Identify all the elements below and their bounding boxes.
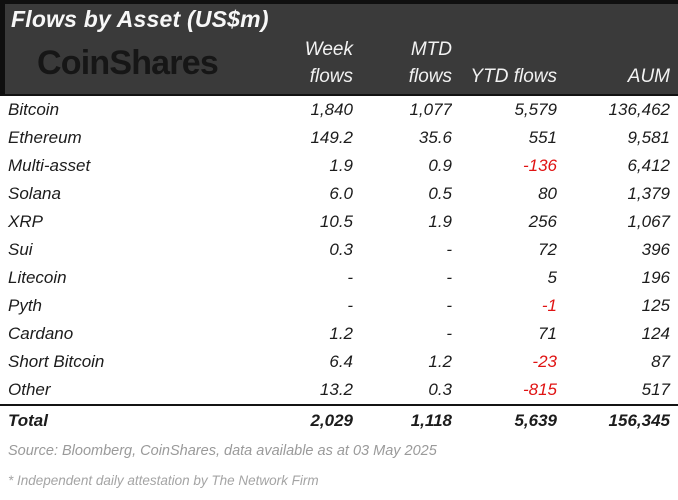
mtd-cell: 1.9 xyxy=(428,212,452,231)
week-cell: 6.4 xyxy=(329,352,353,371)
ytd-cell: 80 xyxy=(538,184,557,203)
column-header-line: Week xyxy=(304,39,353,60)
ytd-cell: 256 xyxy=(528,212,557,231)
ytd-cell: 5,579 xyxy=(514,100,557,119)
asset-cell: Sui xyxy=(8,240,33,259)
aum-cell: 1,067 xyxy=(627,212,670,231)
aum-cell: 156,345 xyxy=(557,404,678,436)
asset-cell: Ethereum xyxy=(8,128,82,147)
column-header-week-flows: Week flows xyxy=(213,36,353,90)
week-cell: 0.3 xyxy=(329,240,353,259)
ytd-cell: 5,639 xyxy=(452,404,557,436)
aum-cell: 9,581 xyxy=(627,128,670,147)
table-row: Pyth - - -1 125 xyxy=(0,292,678,320)
page-title: Flows by Asset (US$m) xyxy=(11,6,269,32)
mtd-cell: - xyxy=(446,240,452,259)
table-header: Flows by Asset (US$m) CoinShares Week fl… xyxy=(0,0,678,96)
week-cell: 13.2 xyxy=(319,380,353,399)
asset-cell: Solana xyxy=(8,184,61,203)
aum-cell: 124 xyxy=(641,324,670,343)
ytd-cell: -1 xyxy=(541,296,557,315)
week-cell: 1.9 xyxy=(329,156,353,175)
aum-cell: 125 xyxy=(641,296,670,315)
ytd-cell: 72 xyxy=(538,240,557,259)
aum-cell: 396 xyxy=(641,240,670,259)
asset-cell: Cardano xyxy=(8,324,74,343)
ytd-cell: -23 xyxy=(532,352,557,371)
table-row: Solana 6.0 0.5 80 1,379 xyxy=(0,180,678,208)
aum-cell: 517 xyxy=(641,380,670,399)
attestation-text: * Independent daily attestation by The N… xyxy=(8,473,319,488)
mtd-cell: - xyxy=(446,268,452,287)
table-row: Multi-asset 1.9 0.9 -136 6,412 xyxy=(0,152,678,180)
week-cell: - xyxy=(347,296,353,315)
aum-cell: 196 xyxy=(641,268,670,287)
column-header-line: flows xyxy=(309,66,353,87)
table-row: Short Bitcoin 6.4 1.2 -23 87 xyxy=(0,348,678,376)
column-header-line: MTD xyxy=(410,39,452,60)
ytd-cell: -815 xyxy=(522,380,557,399)
table-row: Other 13.2 0.3 -815 517 xyxy=(0,376,678,405)
asset-cell: Pyth xyxy=(8,296,43,315)
week-cell: 6.0 xyxy=(329,184,353,203)
column-header-line: AUM xyxy=(627,66,670,87)
source-text: Source: Bloomberg, CoinShares, data avai… xyxy=(8,443,437,459)
mtd-cell: 0.3 xyxy=(428,380,452,399)
asset-cell: Short Bitcoin xyxy=(8,352,105,371)
week-cell: - xyxy=(347,268,353,287)
table-row: Cardano 1.2 - 71 124 xyxy=(0,320,678,348)
mtd-cell: 1,077 xyxy=(409,100,452,119)
mtd-cell: 0.5 xyxy=(428,184,452,203)
flows-table: Bitcoin 1,840 1,077 5,579 136,462 Ethere… xyxy=(0,96,678,436)
column-header-line: flows xyxy=(408,66,452,87)
table-row: Litecoin - - 5 196 xyxy=(0,264,678,292)
ytd-cell: 71 xyxy=(538,324,557,343)
asset-cell: XRP xyxy=(8,212,43,231)
table-row: Bitcoin 1,840 1,077 5,579 136,462 xyxy=(0,96,678,124)
column-header-aum: AUM xyxy=(530,63,670,90)
aum-cell: 87 xyxy=(651,352,670,371)
column-header-ytd-flows: YTD flows xyxy=(417,63,557,90)
week-cell: 149.2 xyxy=(310,128,353,147)
mtd-cell: - xyxy=(446,296,452,315)
column-header-mtd-flows: MTD flows xyxy=(312,36,452,90)
aum-cell: 6,412 xyxy=(627,156,670,175)
week-cell: 1.2 xyxy=(329,324,353,343)
mtd-cell: 1,118 xyxy=(353,404,452,436)
asset-cell: Multi-asset xyxy=(8,156,91,175)
asset-cell: Other xyxy=(8,380,51,399)
week-cell: 2,029 xyxy=(283,404,353,436)
mtd-cell: - xyxy=(446,324,452,343)
column-header-line: YTD flows xyxy=(470,66,557,87)
ytd-cell: -136 xyxy=(522,156,557,175)
total-row: Total 2,029 1,118 5,639 156,345 xyxy=(0,404,678,436)
aum-cell: 1,379 xyxy=(627,184,670,203)
table-row: Sui 0.3 - 72 396 xyxy=(0,236,678,264)
mtd-cell: 35.6 xyxy=(418,128,452,147)
asset-cell: Litecoin xyxy=(8,268,67,287)
week-cell: 1,840 xyxy=(310,100,353,119)
ytd-cell: 5 xyxy=(547,268,557,287)
asset-cell: Total xyxy=(0,404,283,436)
aum-cell: 136,462 xyxy=(608,100,670,119)
table-row: XRP 10.5 1.9 256 1,067 xyxy=(0,208,678,236)
ytd-cell: 551 xyxy=(528,128,557,147)
week-cell: 10.5 xyxy=(319,212,353,231)
mtd-cell: 0.9 xyxy=(428,156,452,175)
mtd-cell: 1.2 xyxy=(428,352,452,371)
asset-cell: Bitcoin xyxy=(8,100,60,119)
coinshares-logo: CoinShares xyxy=(37,44,219,82)
table-row: Ethereum 149.2 35.6 551 9,581 xyxy=(0,124,678,152)
